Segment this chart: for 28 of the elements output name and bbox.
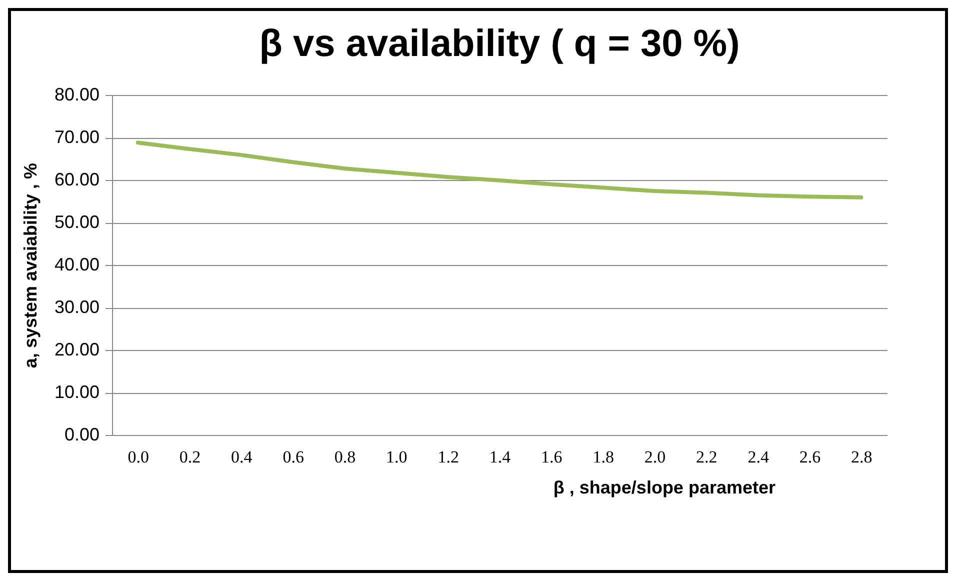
x-tick-label: 1.0 [386, 448, 408, 466]
x-axis-title: β , shape/slope parameter [553, 478, 776, 498]
x-tick-label: 0.2 [179, 448, 201, 466]
x-tick-label: 1.2 [438, 448, 459, 466]
y-tick-label: 30.00 [54, 297, 100, 317]
y-tick-label: 80.00 [54, 84, 100, 104]
x-tick-label: 2.4 [748, 448, 770, 466]
y-tick-label: 40.00 [54, 254, 100, 274]
line-series [136, 140, 864, 200]
x-tick-label: 0.4 [231, 448, 253, 466]
x-tick-label: 0.8 [334, 448, 356, 466]
x-tick-label: 2.2 [696, 448, 718, 466]
y-tick-label: 20.00 [54, 340, 100, 360]
x-tick-label: 0.0 [128, 448, 149, 466]
y-tick-label: 50.00 [54, 212, 100, 232]
y-tick-label: 60.00 [54, 170, 100, 190]
x-tick-label: 2.0 [644, 448, 666, 466]
x-tick-label: 2.8 [851, 448, 872, 466]
y-axis-title: a, system avaiability , % [20, 162, 40, 368]
x-tick-label: 1.8 [592, 448, 614, 466]
y-tick-label: 0.00 [64, 424, 100, 444]
y-tick-label: 10.00 [54, 382, 100, 402]
y-tick-label: 70.00 [54, 127, 100, 147]
x-tick-label: 2.6 [799, 448, 821, 466]
x-tick-label: 0.6 [282, 448, 304, 466]
x-tick-label: 1.4 [489, 448, 512, 466]
x-tick-label: 1.6 [541, 448, 562, 466]
chart-title: β vs availability ( q = 30 %) [259, 23, 740, 65]
